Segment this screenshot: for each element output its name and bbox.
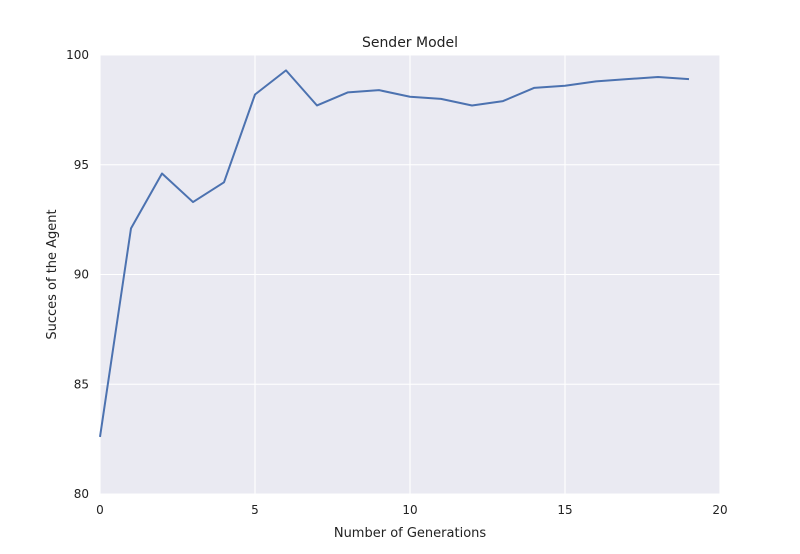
y-tick-label: 100 (66, 48, 89, 62)
x-tick-label: 15 (557, 503, 572, 517)
y-tick-label: 90 (74, 268, 89, 282)
chart-title: Sender Model (362, 35, 458, 51)
y-tick-label: 80 (74, 487, 89, 501)
y-axis-label: Succes of the Agent (45, 209, 60, 339)
series-layer (99, 69, 690, 438)
x-tick-label: 20 (712, 503, 727, 517)
x-axis-label: Number of Generations (334, 526, 487, 541)
y-tick-label: 85 (74, 377, 89, 391)
tick-labels: 0 5 10 15 20 80 85 90 95 100 (66, 48, 728, 517)
grid-lines (99, 54, 721, 495)
y-tick-label: 95 (74, 158, 89, 172)
x-tick-label: 5 (251, 503, 259, 517)
x-tick-label: 10 (402, 503, 417, 517)
series-line (99, 69, 690, 438)
x-tick-label: 0 (96, 503, 104, 517)
